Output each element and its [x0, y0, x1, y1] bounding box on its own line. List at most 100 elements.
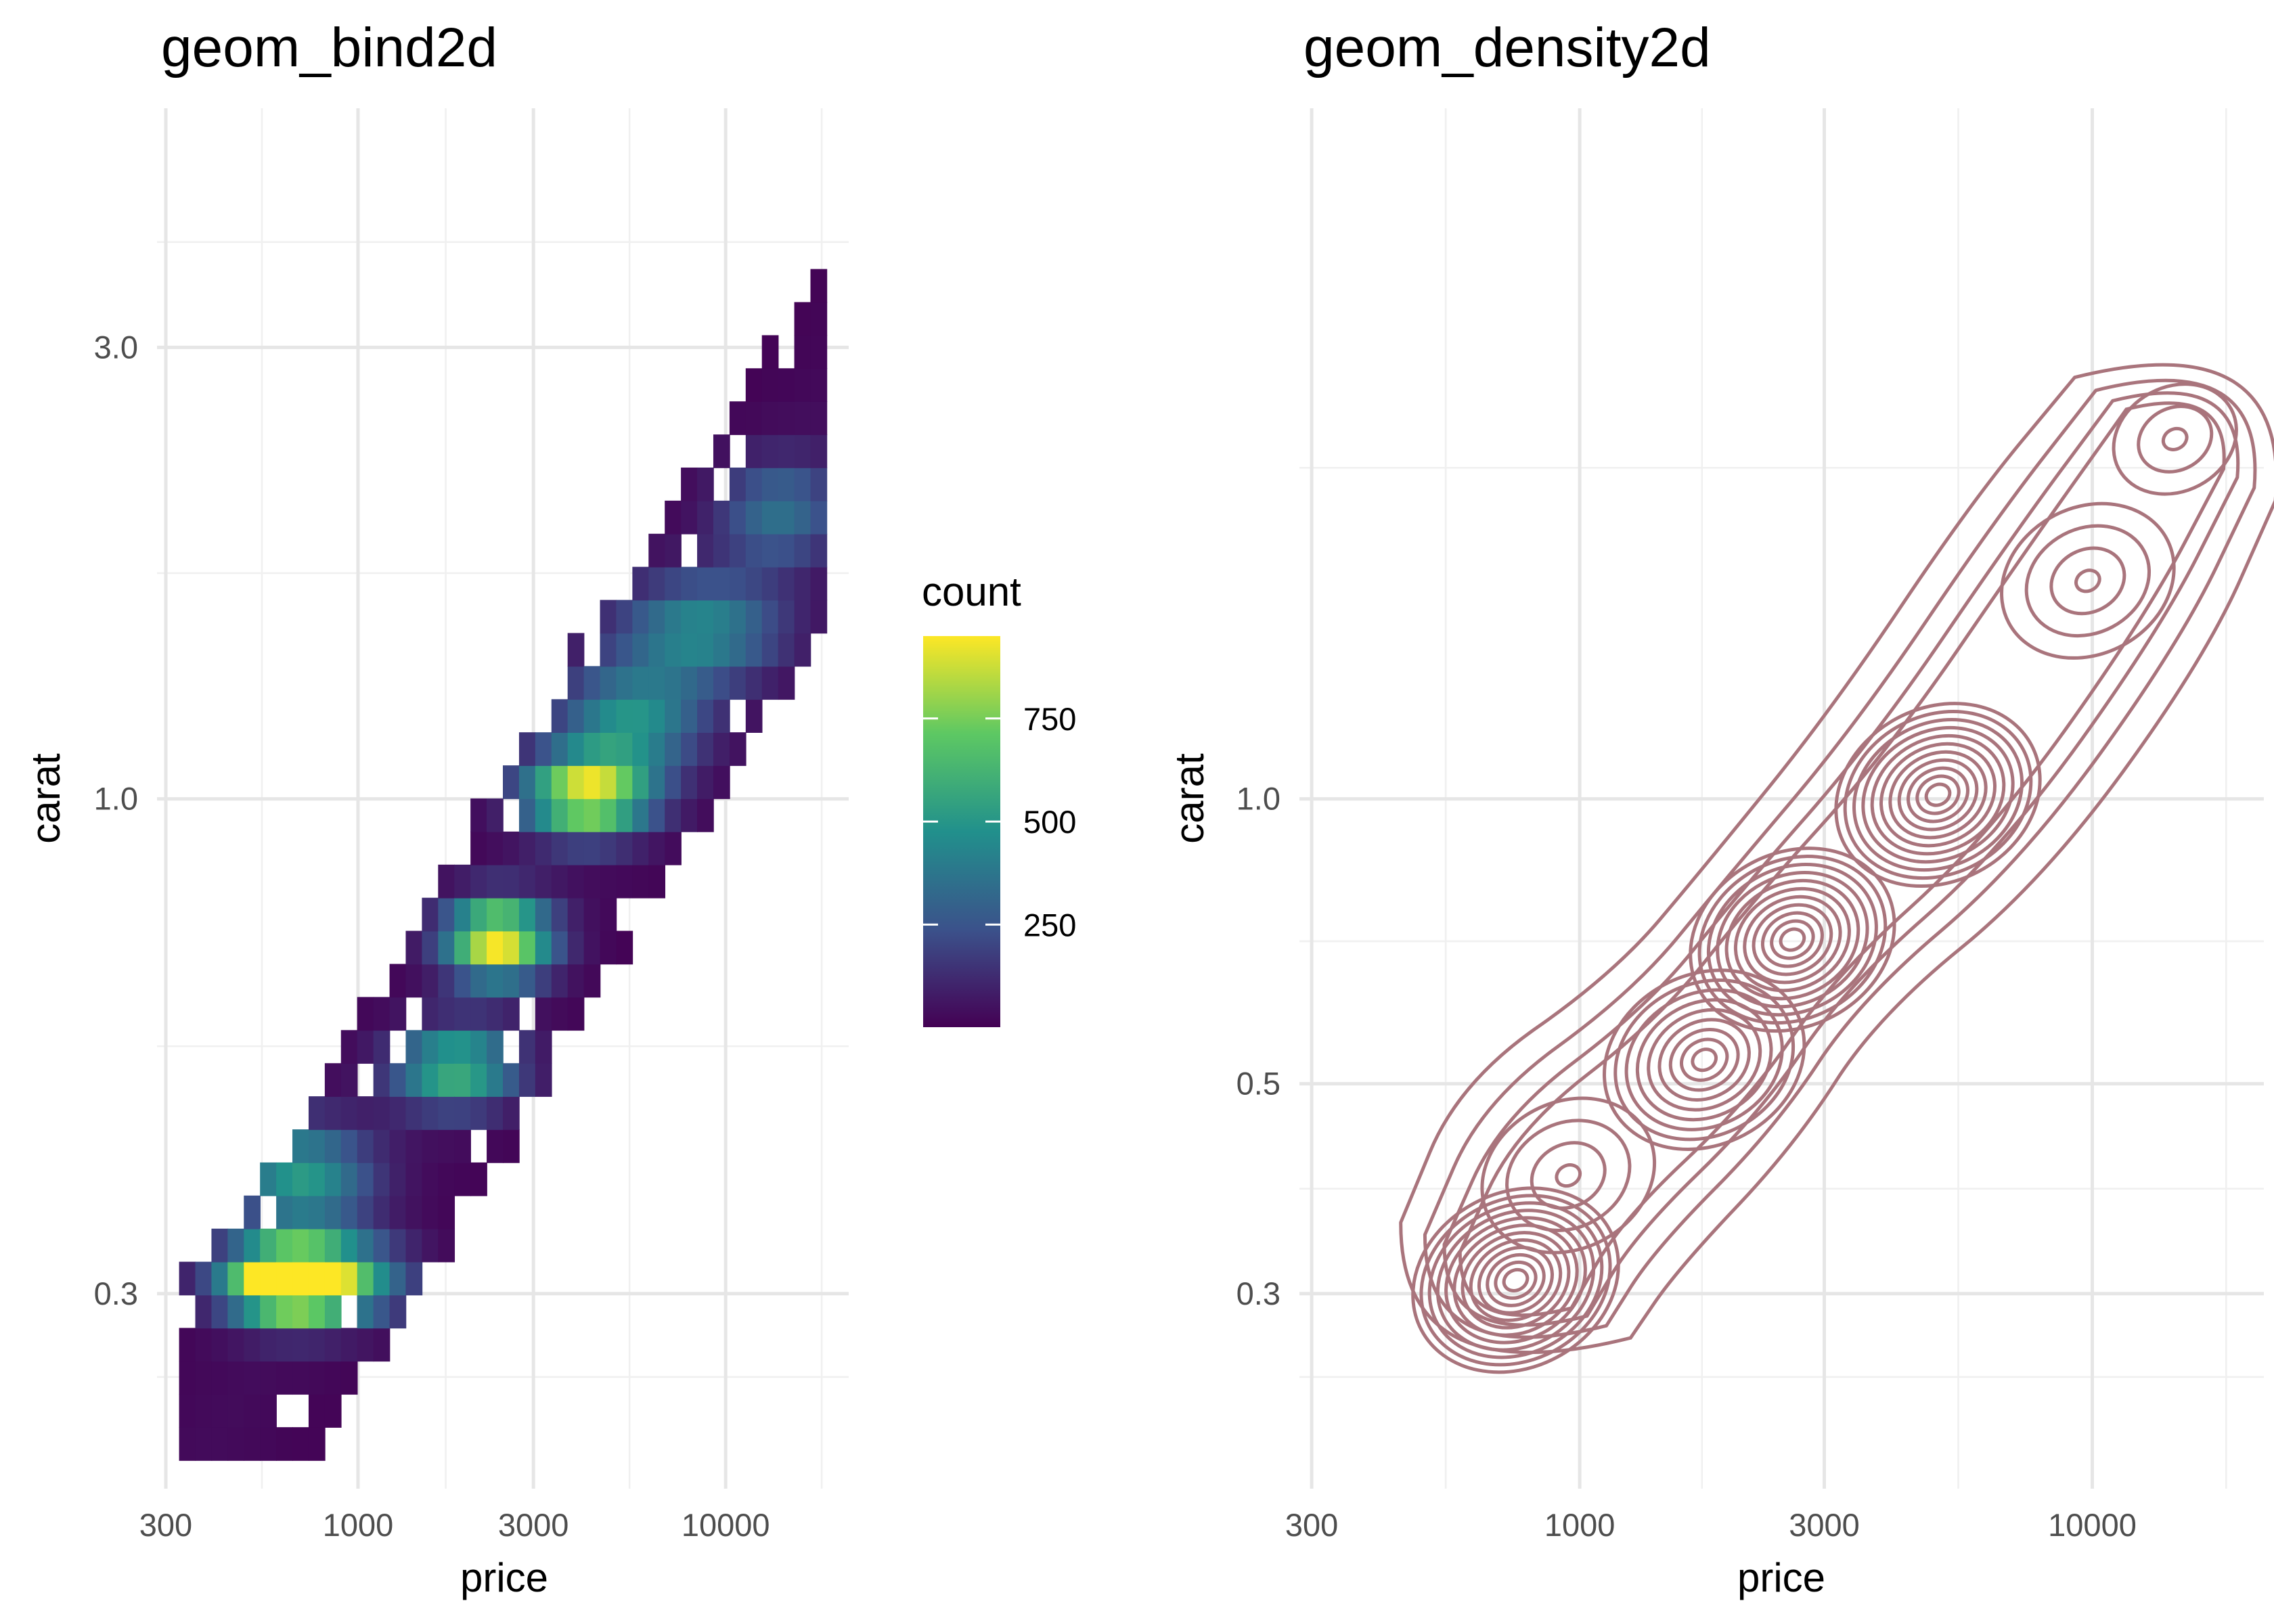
bin2d-tile [616, 732, 633, 766]
bin2d-tile [535, 997, 552, 1031]
bin2d-tile [713, 765, 730, 799]
bin2d-tile [276, 1328, 293, 1362]
bin2d-tile [470, 930, 487, 965]
bin2d-tile [357, 1261, 374, 1296]
bin2d-tile [681, 566, 698, 601]
bin2d-tile [600, 600, 617, 634]
bin2d-tile [487, 1030, 504, 1064]
bin2d-tile [665, 666, 682, 700]
bin2d-tile [340, 1261, 358, 1296]
bin2d-tile [438, 864, 455, 899]
bin2d-tile [583, 897, 601, 932]
bin2d-tile [665, 798, 682, 832]
bin2d-tile [632, 566, 650, 601]
bin2d-tile [518, 864, 536, 899]
bin2d-tile [454, 897, 471, 932]
bin2d-tile [405, 1096, 423, 1130]
bin2d-tile [487, 964, 504, 998]
bin2d-tile [422, 897, 439, 932]
bin2d-tile [632, 633, 650, 667]
bin2d-tile [373, 1129, 391, 1163]
density-contour-ring [1733, 886, 1851, 993]
bin2d-tile [438, 1030, 455, 1064]
bin2d-tile [778, 666, 795, 700]
density-contour-ring [1691, 1047, 1718, 1073]
bin2d-tile [761, 401, 779, 435]
bin2d-tile [244, 1394, 261, 1428]
density-contour-ring [1486, 1253, 1546, 1307]
bin2d-tile [713, 633, 730, 667]
bin2d-tile [422, 1228, 439, 1263]
density-contour-ring [2112, 382, 2238, 496]
bin2d-tile [389, 1096, 407, 1130]
bin2d-tile [535, 732, 552, 766]
bin2d-tile [665, 765, 682, 799]
bin2d-tile [697, 533, 714, 568]
bin2d-tile [438, 1162, 455, 1196]
bin2d-tile [600, 930, 617, 965]
bin2d-tile [260, 1394, 277, 1428]
bin2d-tile [583, 930, 601, 965]
bin2d-tile [211, 1328, 229, 1362]
bin2d-y-tick-labels: 0.3 1.0 3.0 [94, 329, 138, 1311]
bin2d-tile [681, 600, 698, 634]
density-contour-ring [1603, 968, 1806, 1151]
bin2d-tile [503, 997, 520, 1031]
bin2d-tile [405, 1195, 423, 1230]
bin2d-tile [276, 1294, 293, 1329]
density-contour-ring [1530, 1141, 1607, 1210]
bin2d-tile [518, 930, 536, 965]
bin2d-tile [503, 765, 520, 799]
bin2d-tile [745, 434, 763, 468]
bin2d-tile [373, 1294, 391, 1329]
bin2d-tile [292, 1195, 309, 1230]
bin2d-tile [438, 1129, 455, 1163]
bin2d-tile [244, 1261, 261, 1296]
bin2d-tile [794, 566, 811, 601]
density-contour-ring [1888, 750, 1988, 840]
bin2d-tile [389, 1261, 407, 1296]
bin2d-tile [583, 964, 601, 998]
density-contour-ring [1613, 978, 1796, 1142]
density-contour-ring [1907, 766, 1970, 824]
bin2d-tile [681, 633, 698, 667]
bin2d-tile [697, 500, 714, 535]
bin2d-tile [648, 765, 666, 799]
bin2d-tile [405, 964, 423, 998]
bin2d-tile [648, 732, 666, 766]
bin2d-tile [389, 1063, 407, 1097]
density-contour-ring [1724, 878, 1860, 1001]
bin2d-tile [535, 1063, 552, 1097]
bin2d-tile [583, 699, 601, 733]
density-contour-outer [1399, 363, 2274, 1355]
bin2d-tile [794, 434, 811, 468]
bin2d-x-tick-labels: 300 1000 3000 10000 [139, 1507, 770, 1543]
bin2d-tile [470, 964, 487, 998]
bin2d-tile [487, 997, 504, 1031]
bin2d-tile [665, 500, 682, 535]
bin2d-tile [211, 1361, 229, 1395]
bin2d-tile [227, 1394, 245, 1428]
bin2d-tile [745, 368, 763, 402]
density2d-y-tick-label: 0.3 [1236, 1276, 1280, 1311]
bin2d-tile [681, 732, 698, 766]
bin2d-tile [616, 666, 633, 700]
bin2d-tile [503, 1096, 520, 1130]
bin2d-tile [324, 1294, 342, 1329]
bin2d-tile [745, 467, 763, 501]
bin2d-tile [810, 533, 828, 568]
bin2d-tile [340, 1096, 358, 1130]
bin2d-tile [340, 1063, 358, 1097]
bin2d-tile [503, 1063, 520, 1097]
bin2d-tile [551, 798, 568, 832]
bin2d-tile [357, 1328, 374, 1362]
density-contour-ring [1915, 774, 1961, 815]
bin2d-tile [745, 401, 763, 435]
bin2d-tile [227, 1328, 245, 1362]
bin2d-tile [794, 302, 811, 336]
bin2d-tile [600, 633, 617, 667]
bin2d-tile [244, 1195, 261, 1230]
bin2d-tile [276, 1228, 293, 1263]
bin2d-tile [665, 699, 682, 733]
bin2d-tile [308, 1228, 326, 1263]
